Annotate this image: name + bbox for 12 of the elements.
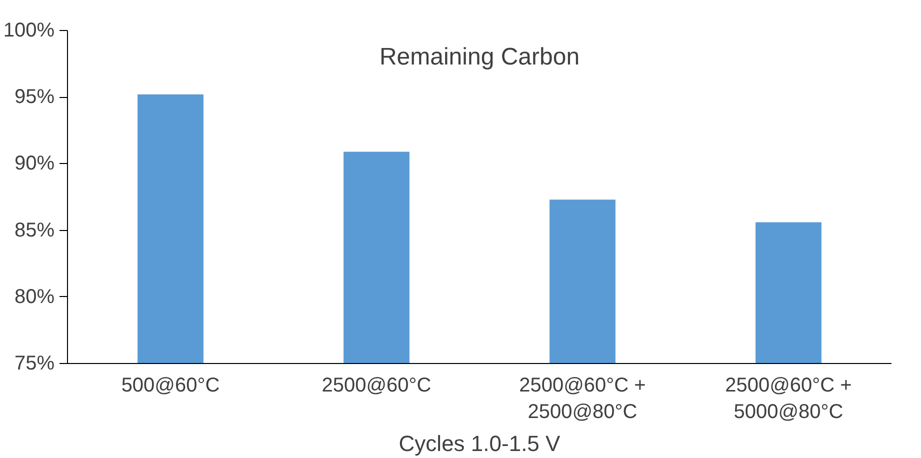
- y-tick-label: 85%: [14, 219, 55, 242]
- x-axis-title: Cycles 1.0-1.5 V: [398, 430, 561, 456]
- x-tick-label: 500@60°C: [121, 374, 220, 396]
- y-tick-label: 80%: [14, 286, 55, 308]
- y-tick-label: 75%: [14, 352, 55, 374]
- x-tick-label: 2500@60°C + 2500@80°C: [519, 374, 646, 423]
- x-tick-label: 2500@60°C: [322, 374, 432, 396]
- y-tick-label: 95%: [14, 86, 55, 108]
- y-tick-label: 100%: [3, 20, 55, 42]
- y-tick-label: 90%: [14, 152, 55, 175]
- x-tick-label: 2500@60°C + 5000@80°C: [725, 374, 852, 423]
- text: Remaining Carbon: [379, 44, 580, 70]
